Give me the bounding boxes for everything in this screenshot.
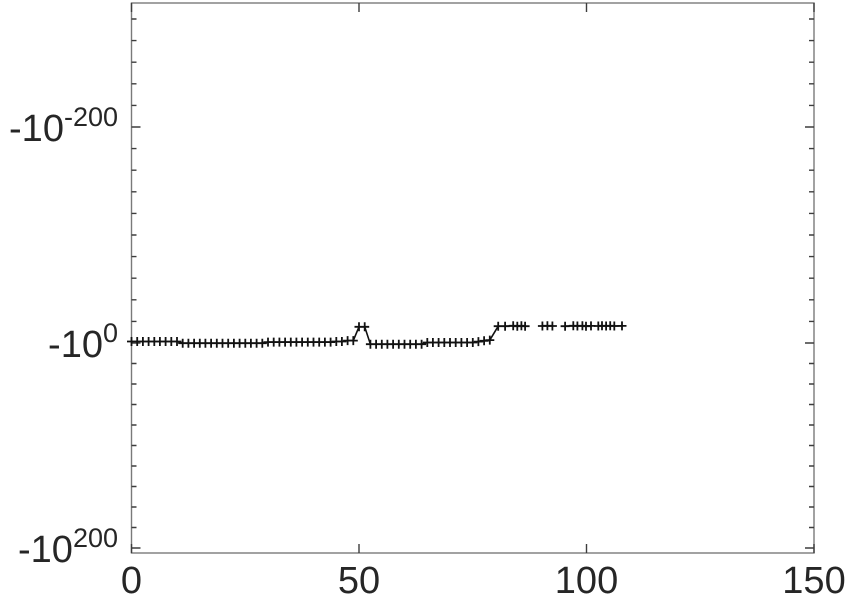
y-tick-label-base: -10: [18, 529, 73, 572]
data-series-upper-segment-2: [537, 321, 557, 331]
y-tick-label-exponent: -200: [63, 102, 118, 133]
y-tick-label-base: -10: [9, 108, 64, 151]
x-tick-label-50: 50: [337, 560, 381, 600]
y-tick-label-exponent: 200: [72, 523, 118, 554]
y-tick-label-exponent: 0: [102, 318, 118, 349]
x-tick-label-0: 0: [120, 560, 143, 600]
y-tick-label-zero: -100: [0, 318, 118, 367]
y-tick-label-neg200: -10-200: [0, 102, 118, 151]
axes-box: [130, 2, 815, 554]
data-series-upper-segment-4: [593, 321, 627, 331]
x-tick-label-100: 100: [554, 560, 619, 600]
y-tick-label-pos200: -10200: [0, 523, 118, 572]
x-tick-label-150: 150: [782, 560, 846, 600]
x-ticks: [130, 3, 815, 553]
data-series-main-curve: [127, 321, 530, 349]
y-ticks: [131, 18, 814, 549]
y-tick-label-base: -10: [48, 324, 103, 367]
data-series-upper-segment-3: [560, 321, 596, 331]
